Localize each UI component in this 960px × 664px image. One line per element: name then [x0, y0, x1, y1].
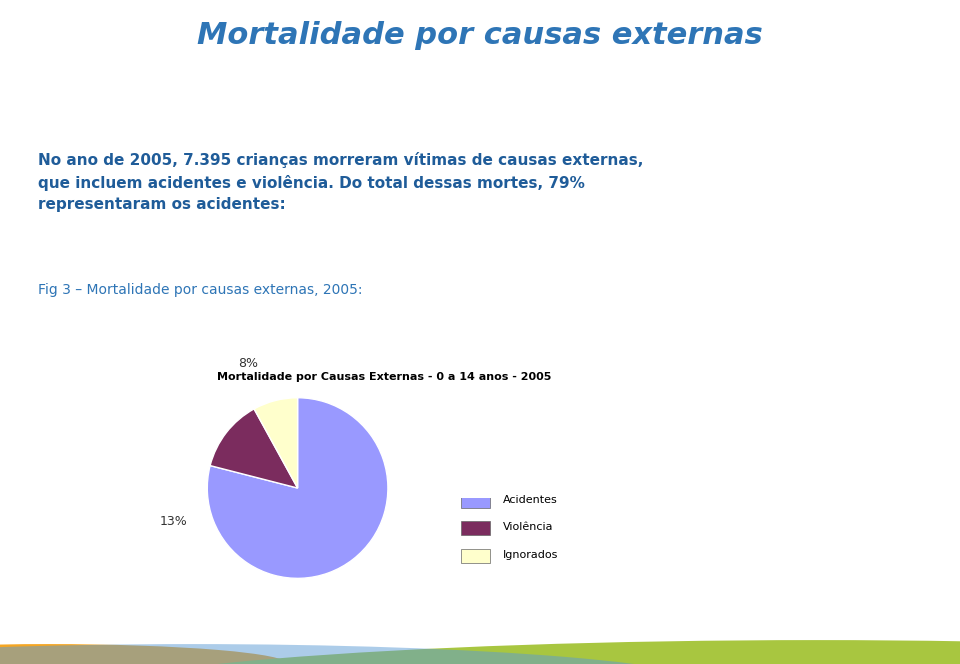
Wedge shape	[48, 640, 960, 664]
Wedge shape	[207, 398, 388, 578]
Bar	[461, 493, 490, 507]
Text: Os números
mostram que os
acidentes fazem
mais vítimas que a
violência até 14
an: Os números mostram que os acidentes faze…	[762, 294, 889, 516]
Text: Fig 3 – Mortalidade por causas externas, 2005:: Fig 3 – Mortalidade por causas externas,…	[38, 284, 363, 297]
Wedge shape	[254, 398, 298, 488]
Wedge shape	[0, 644, 288, 664]
Text: Mortalidade por Causas Externas - 0 a 14 anos - 2005: Mortalidade por Causas Externas - 0 a 14…	[217, 373, 551, 382]
Text: Ignorados: Ignorados	[503, 550, 559, 560]
Text: Mortalidade por causas externas: Mortalidade por causas externas	[197, 21, 763, 50]
Wedge shape	[210, 409, 298, 488]
Text: 13%: 13%	[159, 515, 187, 529]
Wedge shape	[0, 644, 720, 664]
Text: Violência: Violência	[503, 523, 554, 533]
Text: No ano de 2005, 7.395 crianças morreram vítimas de causas externas,
que incluem : No ano de 2005, 7.395 crianças morreram …	[38, 152, 644, 212]
Bar	[461, 521, 490, 535]
Text: 8%: 8%	[238, 357, 258, 371]
Bar	[461, 549, 490, 563]
Text: Acidentes: Acidentes	[503, 495, 558, 505]
